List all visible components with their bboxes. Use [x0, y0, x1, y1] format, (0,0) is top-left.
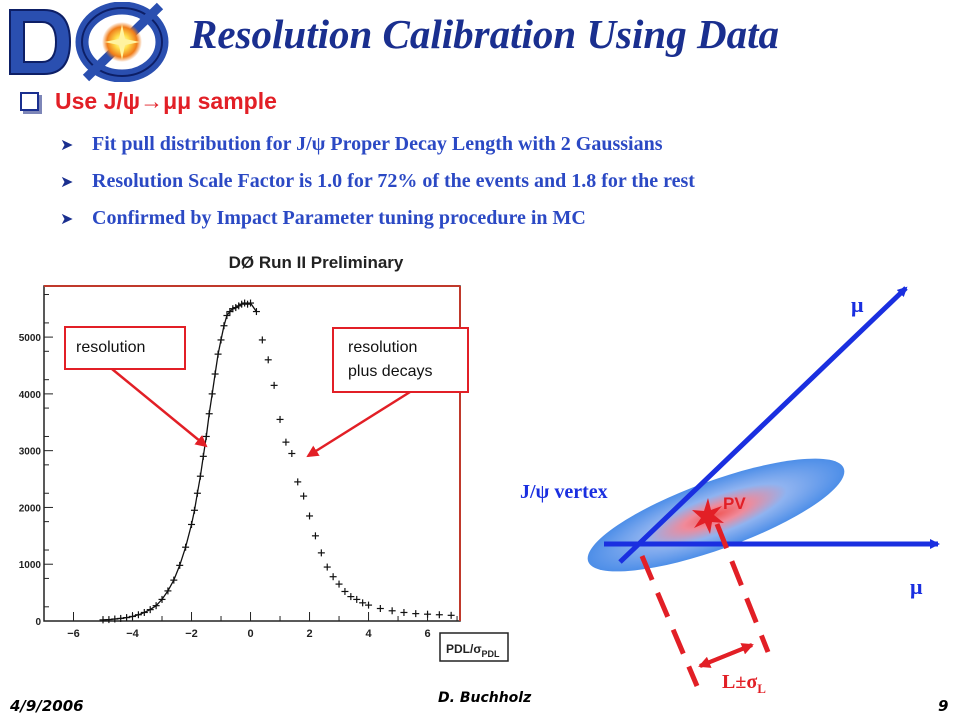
slide-title: Resolution Calibration Using Data — [190, 11, 779, 57]
muon-track-top — [618, 286, 908, 564]
data-point — [341, 587, 349, 595]
data-point — [376, 605, 384, 613]
data-point — [264, 356, 272, 364]
y-tick-label: 5000 — [19, 333, 42, 344]
x-tick-label: 2 — [306, 628, 312, 640]
y-tick-label: 3000 — [19, 447, 42, 458]
projection-line-left — [639, 555, 700, 687]
annotation-resolution: resolution — [76, 339, 145, 356]
annotation-arrow-resolution — [111, 368, 208, 448]
y-tick-label: 2000 — [19, 503, 42, 514]
data-point — [282, 438, 290, 446]
data-point — [335, 580, 343, 588]
data-point — [300, 492, 308, 500]
footer-author: D. Buchholz — [438, 690, 532, 706]
d0-logo-icon — [9, 2, 169, 82]
muon-label-right: μ — [910, 574, 923, 599]
x-tick-label: 6 — [424, 628, 430, 640]
x-axis-label-sub: PDL — [482, 649, 501, 659]
length-label-main: L±σ — [722, 671, 757, 693]
data-point — [447, 611, 455, 619]
arrow-bullet-icon: ➤ — [60, 210, 74, 228]
data-points — [99, 299, 455, 624]
data-point — [294, 478, 302, 486]
bullet-text: Resolution Scale Factor is 1.0 for 72% o… — [92, 170, 695, 192]
length-arrow-left — [698, 643, 753, 668]
headline: Use J/ψ→μμ sample — [20, 88, 277, 115]
muon-label-top: μ — [851, 292, 864, 317]
x-tick-label: −4 — [126, 628, 139, 640]
vertex-ellipse — [587, 458, 845, 572]
footer-date: 4/9/2006 — [10, 697, 84, 715]
data-point — [388, 607, 396, 615]
length-label: L±σL — [722, 671, 766, 696]
y-axis: 0 1000 2000 3000 4000 5000 — [19, 294, 53, 628]
x-tick-label: 4 — [365, 628, 372, 640]
data-point — [311, 532, 319, 540]
x-tick-label: −6 — [67, 628, 80, 640]
y-tick-label: 0 — [35, 617, 41, 628]
x-tick-label: −2 — [185, 628, 198, 640]
y-tick-label: 4000 — [19, 390, 42, 401]
bullet-item: ➤ Fit pull distribution for J/ψ Proper D… — [60, 126, 695, 163]
data-point — [347, 593, 355, 601]
x-axis-label: PDL/σPDL — [446, 642, 500, 659]
xlabel-box — [439, 632, 509, 662]
vertex-label: J/ψ vertex — [520, 481, 608, 503]
x-axis-label-main: PDL/σ — [446, 642, 482, 656]
fit-curve — [102, 302, 257, 621]
annotation-decays-line2: plus decays — [348, 363, 433, 380]
annotation-arrow-decays — [306, 390, 411, 458]
annotation-decays-line1: resolution — [348, 339, 417, 356]
length-label-sub: L — [757, 681, 766, 696]
pv-label: PV — [723, 494, 746, 513]
data-point — [317, 549, 325, 557]
data-point — [306, 512, 314, 520]
arrow-bullet-icon: ➤ — [60, 136, 74, 154]
checkbox-bullet-icon — [20, 92, 39, 111]
data-point — [270, 381, 278, 389]
data-point — [359, 599, 367, 607]
y-tick-label: 1000 — [19, 560, 42, 571]
data-point — [400, 608, 408, 616]
annotation-decays: resolution plus decays — [348, 339, 433, 380]
data-point — [329, 573, 337, 581]
annotation-box-resolution — [64, 326, 186, 370]
footer-page-number: 9 — [938, 697, 949, 715]
bullet-list: ➤ Fit pull distribution for J/ψ Proper D… — [60, 126, 695, 237]
bullet-item: ➤ Resolution Scale Factor is 1.0 for 72%… — [60, 163, 695, 200]
data-point — [288, 450, 296, 457]
arrow-bullet-icon: ➤ — [60, 173, 74, 191]
data-point — [353, 595, 361, 603]
data-point — [424, 610, 432, 618]
primary-vertex-star-icon — [692, 498, 724, 534]
data-point — [276, 415, 284, 423]
chart-title: DØ Run II Preliminary — [229, 253, 404, 272]
data-point — [435, 611, 443, 619]
data-point — [412, 610, 420, 618]
projection-line-right — [714, 523, 771, 653]
annotation-box-decays — [332, 327, 469, 393]
x-axis: −6 −4 −2 0 2 4 6 — [43, 612, 458, 640]
x-tick-label: 0 — [247, 628, 253, 640]
data-point — [323, 563, 331, 571]
headline-text: Use J/ψ→μμ sample — [55, 88, 277, 114]
bullet-text: Confirmed by Impact Parameter tuning pro… — [92, 207, 586, 229]
data-point — [258, 336, 266, 344]
bullet-item: ➤ Confirmed by Impact Parameter tuning p… — [60, 200, 695, 237]
bullet-text: Fit pull distribution for J/ψ Proper Dec… — [92, 133, 663, 155]
data-point — [365, 601, 373, 609]
